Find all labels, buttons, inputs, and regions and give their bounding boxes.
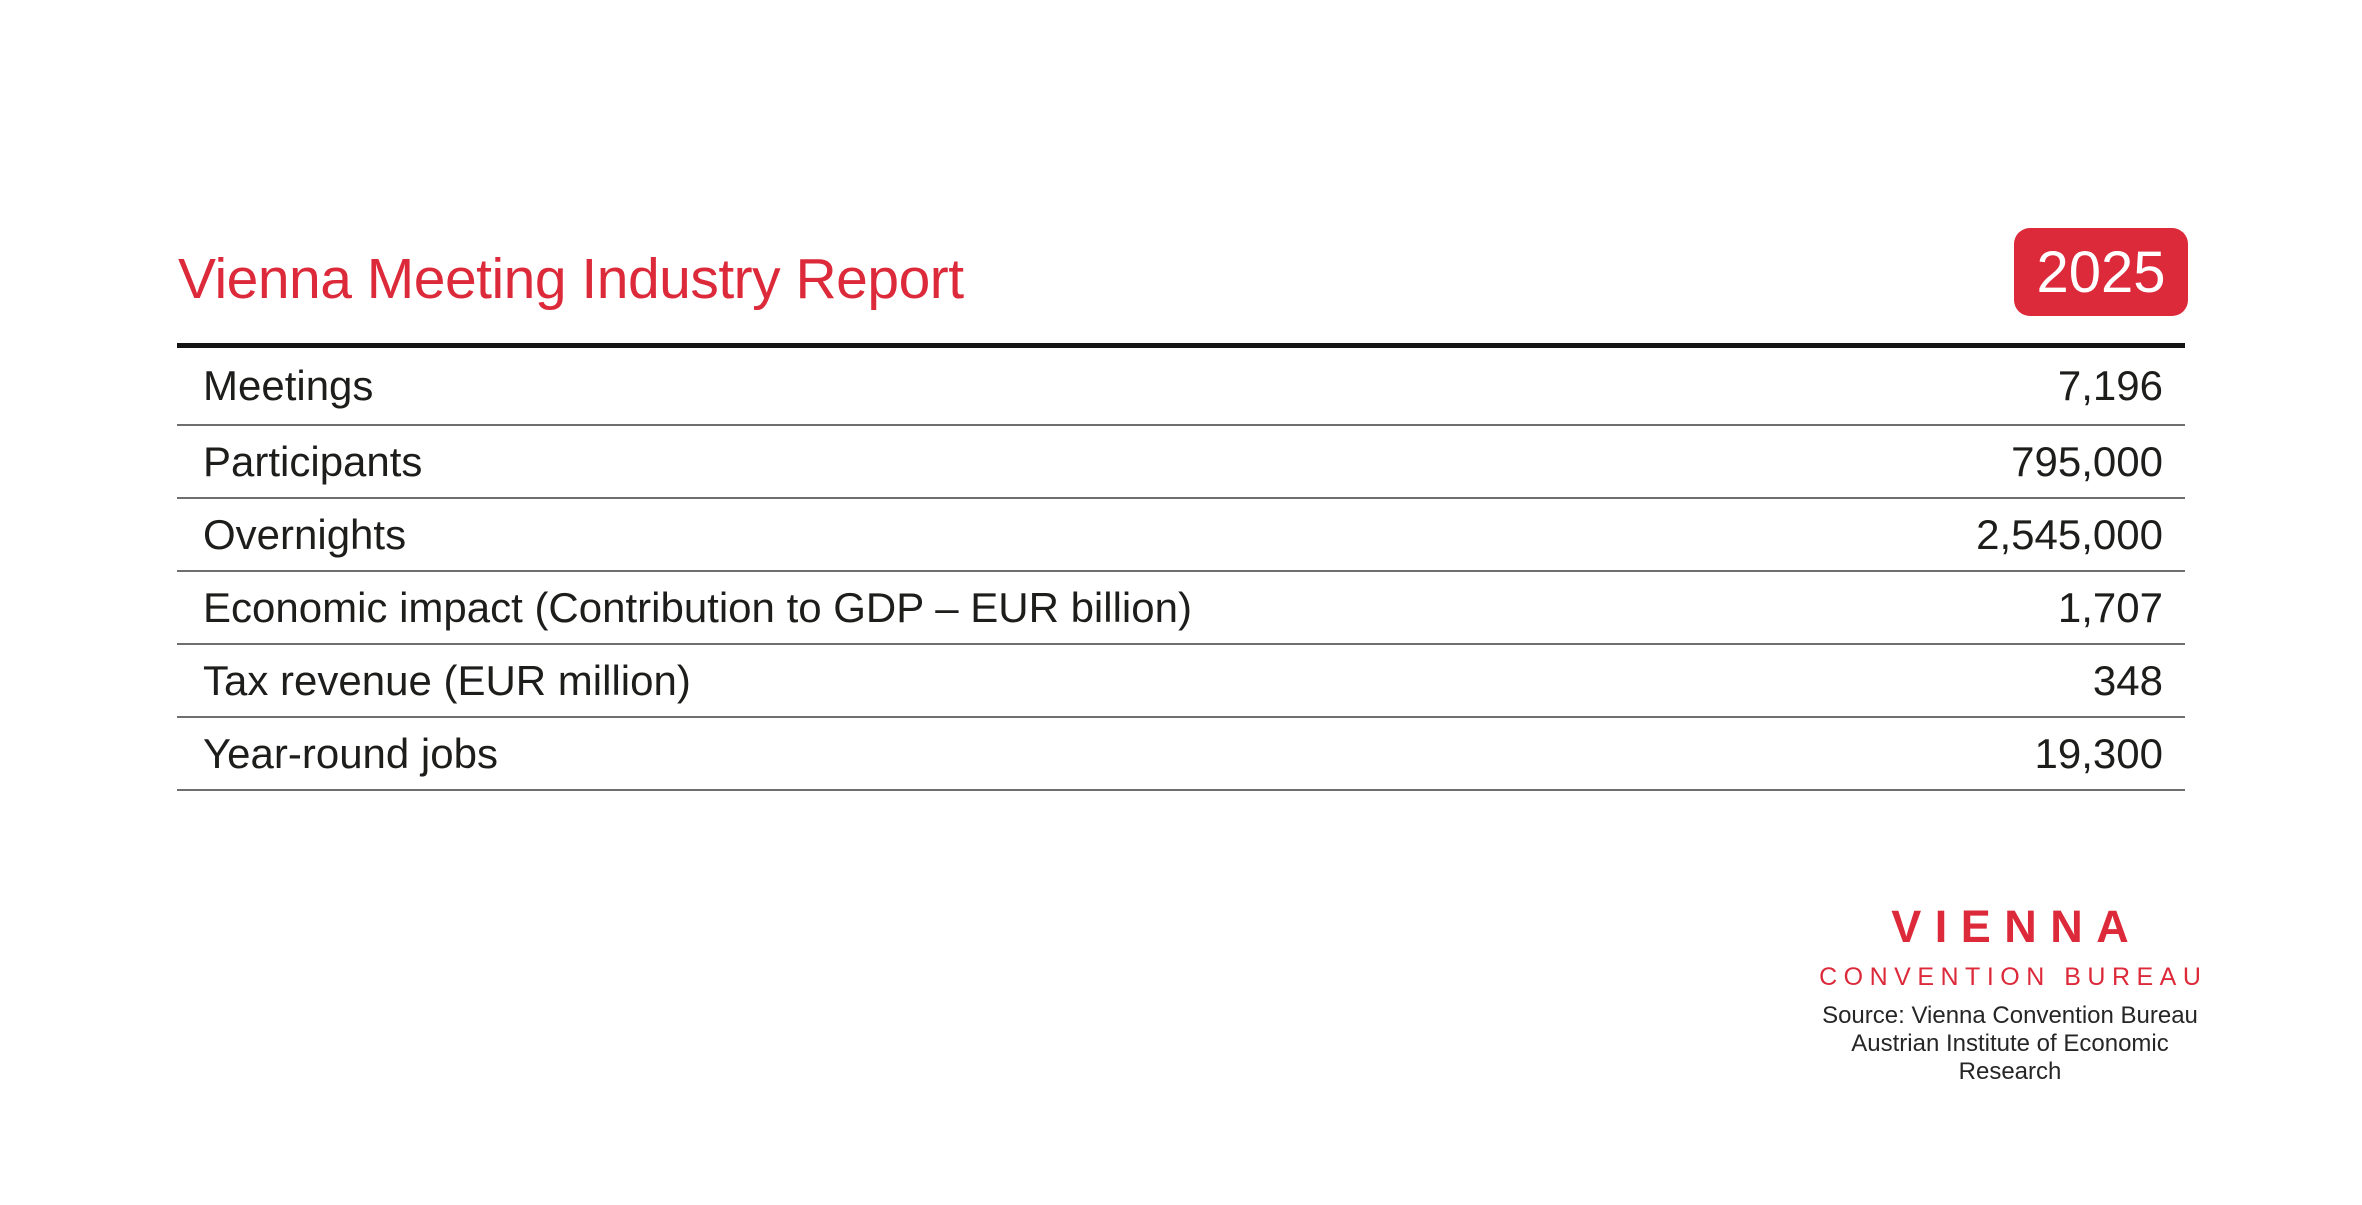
- row-label: Meetings: [203, 362, 374, 409]
- table-row: Year-round jobs 19,300: [177, 718, 2185, 791]
- logo-subtitle: CONVENTION BUREAU: [1819, 963, 2208, 991]
- row-label: Participants: [203, 437, 423, 485]
- row-label: Economic impact (Contribution to GDP – E…: [203, 583, 1192, 631]
- table-row: Overnights 2,545,000: [177, 499, 2185, 572]
- table-row: Economic impact (Contribution to GDP – E…: [177, 572, 2185, 645]
- source-line-2: Austrian Institute of Economic Research: [1851, 1030, 2169, 1085]
- row-value: 19,300: [2034, 729, 2163, 777]
- stats-table: Meetings 7,196 Participants 795,000 Over…: [177, 343, 2185, 791]
- row-value: 7,196: [2057, 362, 2163, 409]
- row-label: Year-round jobs: [203, 729, 498, 777]
- row-value: 1,707: [2057, 583, 2163, 631]
- table-row: Tax revenue (EUR million) 348: [177, 645, 2185, 718]
- source-attribution: Source: Vienna Convention Bureau Austria…: [1810, 1002, 2210, 1086]
- row-value: 2,545,000: [1976, 510, 2163, 558]
- year-badge: 2025: [2014, 228, 2188, 316]
- vienna-convention-bureau-logo: VIENNA CONVENTION BUREAU: [1810, 901, 2210, 992]
- logo-wordmark: VIENNA: [1891, 901, 2143, 952]
- row-value: 348: [2092, 656, 2163, 704]
- row-label: Overnights: [203, 510, 407, 558]
- row-label: Tax revenue (EUR million): [203, 656, 691, 704]
- row-value: 795,000: [2011, 437, 2163, 485]
- source-line-1: Source: Vienna Convention Bureau: [1822, 1002, 2198, 1029]
- page-title: Vienna Meeting Industry Report: [178, 247, 964, 311]
- table-row: Participants 795,000: [177, 426, 2185, 499]
- table-row: Meetings 7,196: [177, 348, 2185, 426]
